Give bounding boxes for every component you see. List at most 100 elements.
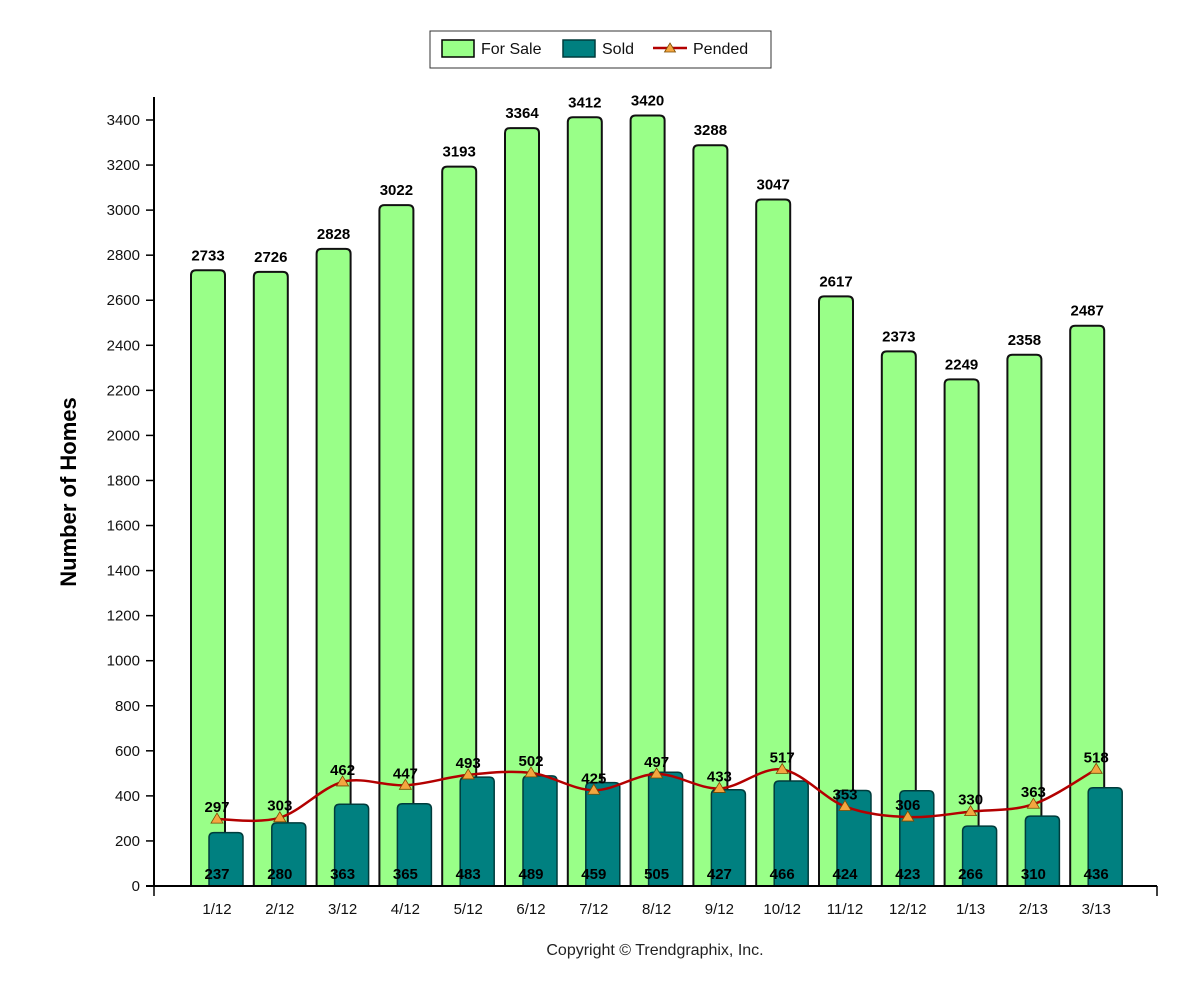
sold-bar: [1024, 815, 1061, 887]
for-sale-bar: [252, 270, 289, 887]
sold-bar: [961, 825, 998, 887]
for-sale-value-label: 3412: [568, 94, 601, 111]
for-sale-value-label: 2733: [191, 247, 224, 264]
y-tick-label: 1600: [107, 518, 140, 535]
for-sale-value-label: 3047: [757, 177, 790, 194]
x-tick-label: 3/13: [1082, 901, 1111, 918]
pended-value-label: 517: [770, 750, 795, 767]
legend-swatch-pended-marker: [663, 42, 677, 53]
for-sale-value-label: 2487: [1071, 303, 1104, 320]
y-tick-label: 3000: [107, 202, 140, 219]
for-sale-bar: [190, 269, 226, 887]
pended-value-label: 497: [644, 754, 669, 771]
sold-bar: [585, 781, 621, 887]
x-tick-label: 10/12: [763, 901, 801, 918]
for-sale-value-label: 2373: [882, 328, 915, 345]
pended-marker: [901, 810, 915, 822]
for-sale-value-label: 3288: [694, 122, 727, 139]
for-sale-bar: [755, 198, 792, 887]
sold-bar: [1087, 787, 1123, 887]
x-tick-label: 2/12: [265, 901, 294, 918]
pended-value-label: 502: [518, 753, 543, 770]
for-sale-bar: [880, 350, 917, 887]
for-sale-bar: [1006, 353, 1043, 887]
for-sale-bar: [943, 378, 980, 887]
y-tick-label: 800: [115, 698, 140, 715]
sold-value-label: 483: [456, 866, 481, 883]
x-tick-label: 2/13: [1019, 901, 1048, 918]
pended-line: [210, 762, 1103, 824]
sold-value-label: 423: [895, 866, 920, 883]
pended-value-label: 433: [707, 768, 732, 785]
x-tick-label: 12/12: [889, 901, 927, 918]
data-labels: 2733 2726 2828 3022 3193 3364 3412 3420 3288 3047…: [191, 92, 1108, 883]
y-tick-label: 1000: [107, 653, 140, 670]
pended-value-label: 330: [958, 792, 983, 809]
sold-value-label: 310: [1021, 866, 1046, 883]
sold-bar: [773, 780, 809, 887]
sold-bar: [710, 789, 747, 887]
pended-value-label: 363: [1021, 784, 1046, 801]
pended-marker: [273, 810, 287, 823]
pended-marker: [963, 804, 978, 817]
for-sale-bar: [315, 247, 352, 887]
pended-value-label: 462: [330, 762, 355, 779]
y-axis-ticks: 0 200 400 600 800 1000 1200 1400 1600 1800 2000 220…: [107, 112, 154, 895]
for-sale-bar: [378, 204, 415, 887]
pended-value-label: 303: [267, 798, 292, 815]
axes: [146, 97, 1158, 896]
x-tick-label: 1/12: [202, 901, 231, 918]
pended-marker: [649, 767, 664, 779]
for-sale-value-label: 3193: [443, 144, 476, 161]
pended-value-label: 518: [1084, 749, 1109, 766]
sold-value-label: 489: [518, 866, 543, 883]
y-tick-label: 1800: [107, 472, 140, 489]
y-tick-label: 600: [115, 743, 140, 760]
sold-value-label: 466: [770, 866, 795, 883]
y-tick-label: 1200: [107, 608, 140, 625]
for-sale-bar: [629, 114, 666, 887]
legend-label-sold: Sold: [602, 41, 634, 58]
y-tick-label: 2200: [107, 382, 140, 399]
y-axis-title: Number of Homes: [56, 397, 81, 586]
pended-value-label: 493: [456, 755, 481, 772]
x-axis-ticks: 1/12 2/12 3/12 4/12 5/12 6/12 7/12 8/12 9/12 10/1…: [202, 901, 1110, 918]
y-tick-label: 0: [132, 878, 140, 895]
for-sale-bar: [818, 295, 854, 887]
sold-value-label: 427: [707, 866, 732, 883]
pended-marker: [461, 768, 475, 780]
sold-bar: [396, 803, 433, 887]
for-sale-value-label: 3364: [505, 105, 539, 122]
pended-value-label: 447: [393, 765, 418, 782]
x-tick-label: 11/12: [827, 901, 863, 918]
y-tick-label: 2600: [107, 292, 140, 309]
x-tick-label: 5/12: [454, 901, 483, 918]
pended-marker: [587, 783, 601, 795]
sold-bar: [333, 803, 370, 887]
y-tick-label: 400: [115, 788, 140, 805]
pended-value-label: 425: [581, 770, 606, 787]
x-tick-label: 1/13: [956, 901, 985, 918]
pended-marker: [524, 766, 538, 778]
for-sale-value-label: 2726: [254, 249, 287, 266]
y-tick-label: 3400: [107, 112, 140, 129]
sold-value-label: 266: [958, 866, 983, 883]
for-sale-bar: [1069, 324, 1106, 887]
y-tick-label: 2400: [107, 337, 140, 354]
for-sale-value-label: 2828: [317, 226, 350, 243]
sold-value-label: 363: [330, 866, 355, 883]
for-sale-bar: [692, 144, 729, 887]
for-sale-bar: [504, 127, 540, 887]
legend-swatch-for-sale: [441, 39, 475, 58]
for-sale-value-label: 3420: [631, 92, 664, 109]
x-tick-label: 8/12: [642, 901, 671, 918]
pended-marker: [712, 781, 727, 793]
pended-value-label: 353: [832, 786, 857, 803]
for-sale-value-label: 2617: [819, 273, 852, 290]
sold-value-label: 280: [267, 866, 292, 883]
sold-bar: [836, 789, 872, 887]
pended-marker: [1089, 762, 1103, 774]
sold-bar: [208, 831, 244, 887]
pended-marker: [335, 775, 350, 787]
